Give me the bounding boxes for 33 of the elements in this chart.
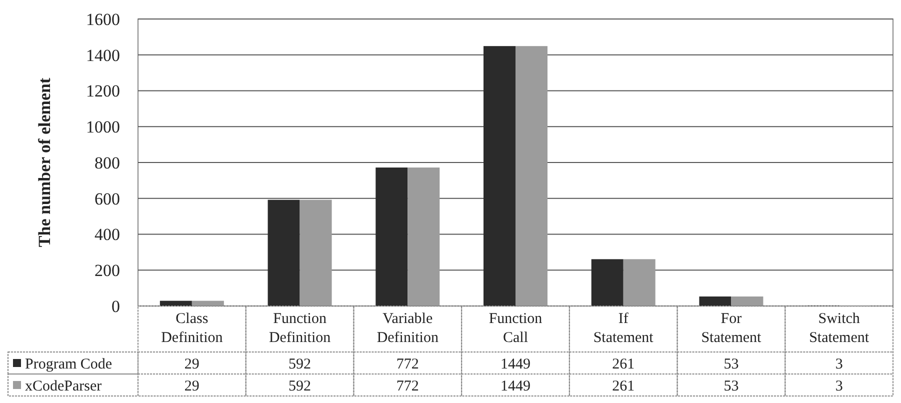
legend-label: Program Code: [25, 356, 112, 372]
data-label: 1449: [500, 356, 530, 372]
data-label: 261: [612, 378, 635, 394]
x-tick-label: Function Definition: [268, 311, 332, 346]
data-label: 3: [835, 356, 843, 372]
y-tick-label: 400: [94, 225, 120, 244]
x-tick-label: Function Call: [488, 311, 543, 346]
x-tick-label: Switch Statement: [809, 311, 870, 346]
y-tick-label: 200: [94, 261, 120, 280]
x-tick-label: For Statement: [701, 311, 762, 346]
legend-label: xCodeParser: [25, 378, 102, 394]
data-label: 29: [184, 356, 200, 372]
y-tick-label: 1200: [86, 82, 120, 101]
data-label: 261: [612, 356, 635, 372]
data-label: 29: [184, 378, 200, 394]
data-label: 53: [724, 378, 739, 394]
y-tick-label: 800: [94, 153, 120, 172]
y-tick-label: 1400: [86, 46, 120, 65]
x-tick-label: Class Definition: [161, 311, 224, 346]
y-tick-label: 0: [112, 296, 120, 316]
y-axis-title: The number of element: [35, 78, 54, 248]
data-label: 3: [835, 378, 843, 394]
y-tick-label: 1600: [86, 10, 120, 29]
data-label: 1449: [500, 378, 530, 394]
x-tick-label: Variable Definition: [376, 311, 439, 346]
data-label: 772: [396, 356, 419, 372]
data-label: 53: [724, 356, 739, 372]
data-label: 772: [396, 378, 419, 394]
y-tick-label: 1000: [86, 118, 120, 137]
data-label: 592: [288, 356, 312, 372]
data-label: 592: [288, 378, 312, 394]
y-tick-label: 600: [94, 189, 120, 208]
x-tick-label: If Statement: [593, 311, 654, 346]
